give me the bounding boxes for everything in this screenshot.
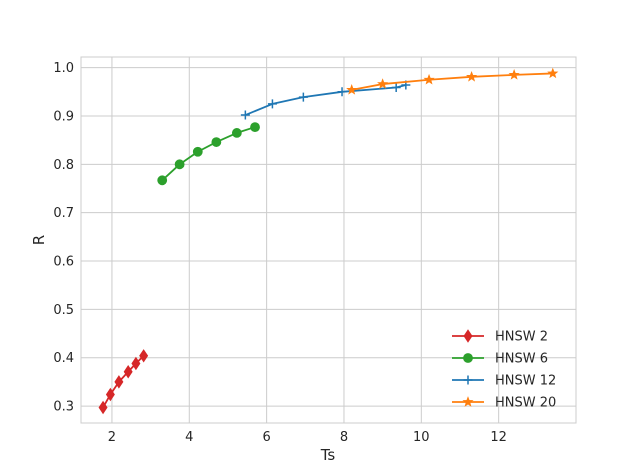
x-tick-label: 10 bbox=[413, 430, 430, 445]
legend-label: HNSW 12 bbox=[495, 374, 556, 389]
data-point bbox=[391, 82, 401, 92]
x-tick-label: 8 bbox=[340, 430, 348, 445]
x-tick-label: 4 bbox=[185, 430, 193, 445]
y-axis-label: R bbox=[30, 235, 48, 245]
data-point bbox=[547, 67, 559, 79]
data-point bbox=[508, 69, 520, 80]
x-tick-label: 12 bbox=[490, 430, 507, 445]
y-tick-label: 0.8 bbox=[53, 158, 74, 173]
data-point bbox=[240, 110, 250, 120]
legend-item: HNSW 20 bbox=[452, 396, 556, 411]
series-4 bbox=[346, 67, 559, 95]
y-tick-label: 0.7 bbox=[53, 206, 74, 221]
legend-item: HNSW 12 bbox=[452, 374, 556, 389]
data-point bbox=[98, 400, 108, 415]
data-point bbox=[192, 146, 203, 157]
data-point bbox=[466, 70, 478, 82]
data-point bbox=[157, 175, 168, 186]
grid-lines bbox=[81, 57, 576, 423]
data-point bbox=[250, 122, 260, 133]
data-point bbox=[231, 128, 242, 138]
data-point bbox=[267, 99, 277, 109]
legend-item: HNSW 2 bbox=[452, 329, 548, 345]
legend-marker bbox=[463, 353, 473, 363]
data-point bbox=[377, 78, 389, 89]
legend: HNSW 2 HNSW 6 HNSW 12 HNSW 20 bbox=[452, 329, 556, 411]
data-point bbox=[174, 159, 185, 170]
series-line bbox=[351, 72, 553, 91]
legend-item: HNSW 6 bbox=[452, 352, 548, 367]
legend-label: HNSW 6 bbox=[495, 352, 548, 367]
legend-marker bbox=[462, 396, 474, 407]
plot-area bbox=[81, 57, 576, 423]
x-axis-label: Ts bbox=[320, 446, 336, 464]
legend-marker bbox=[463, 329, 473, 343]
legend-marker bbox=[463, 375, 473, 385]
data-point bbox=[131, 356, 141, 371]
data-point bbox=[139, 349, 149, 363]
legend-label: HNSW 2 bbox=[495, 330, 548, 345]
y-tick-label: 0.6 bbox=[53, 255, 74, 270]
legend-label: HNSW 20 bbox=[495, 396, 556, 411]
data-point bbox=[114, 375, 124, 389]
series-1 bbox=[98, 349, 149, 415]
data-point bbox=[298, 92, 308, 102]
plot-frame bbox=[80, 56, 577, 424]
y-tick-label: 0.4 bbox=[53, 351, 74, 366]
data-point bbox=[346, 84, 358, 95]
y-tick-label: 0.5 bbox=[53, 303, 74, 318]
y-tick-label: 1.0 bbox=[53, 61, 74, 76]
series-3 bbox=[240, 80, 411, 120]
series-2 bbox=[157, 122, 260, 186]
data-point bbox=[337, 87, 347, 97]
data-point bbox=[105, 387, 115, 402]
tick-labels: 2 4 6 8 10 12 0.3 0.4 0.5 0.6 0.7 0.8 0.9 1.0 bbox=[53, 61, 507, 445]
y-tick-label: 0.9 bbox=[53, 109, 74, 124]
data-point bbox=[423, 73, 435, 85]
x-tick-label: 6 bbox=[262, 430, 270, 445]
y-tick-label: 0.3 bbox=[53, 400, 74, 415]
data-point bbox=[211, 137, 222, 147]
data-point bbox=[123, 365, 133, 379]
x-tick-label: 2 bbox=[108, 430, 116, 445]
series-layer bbox=[98, 67, 559, 415]
